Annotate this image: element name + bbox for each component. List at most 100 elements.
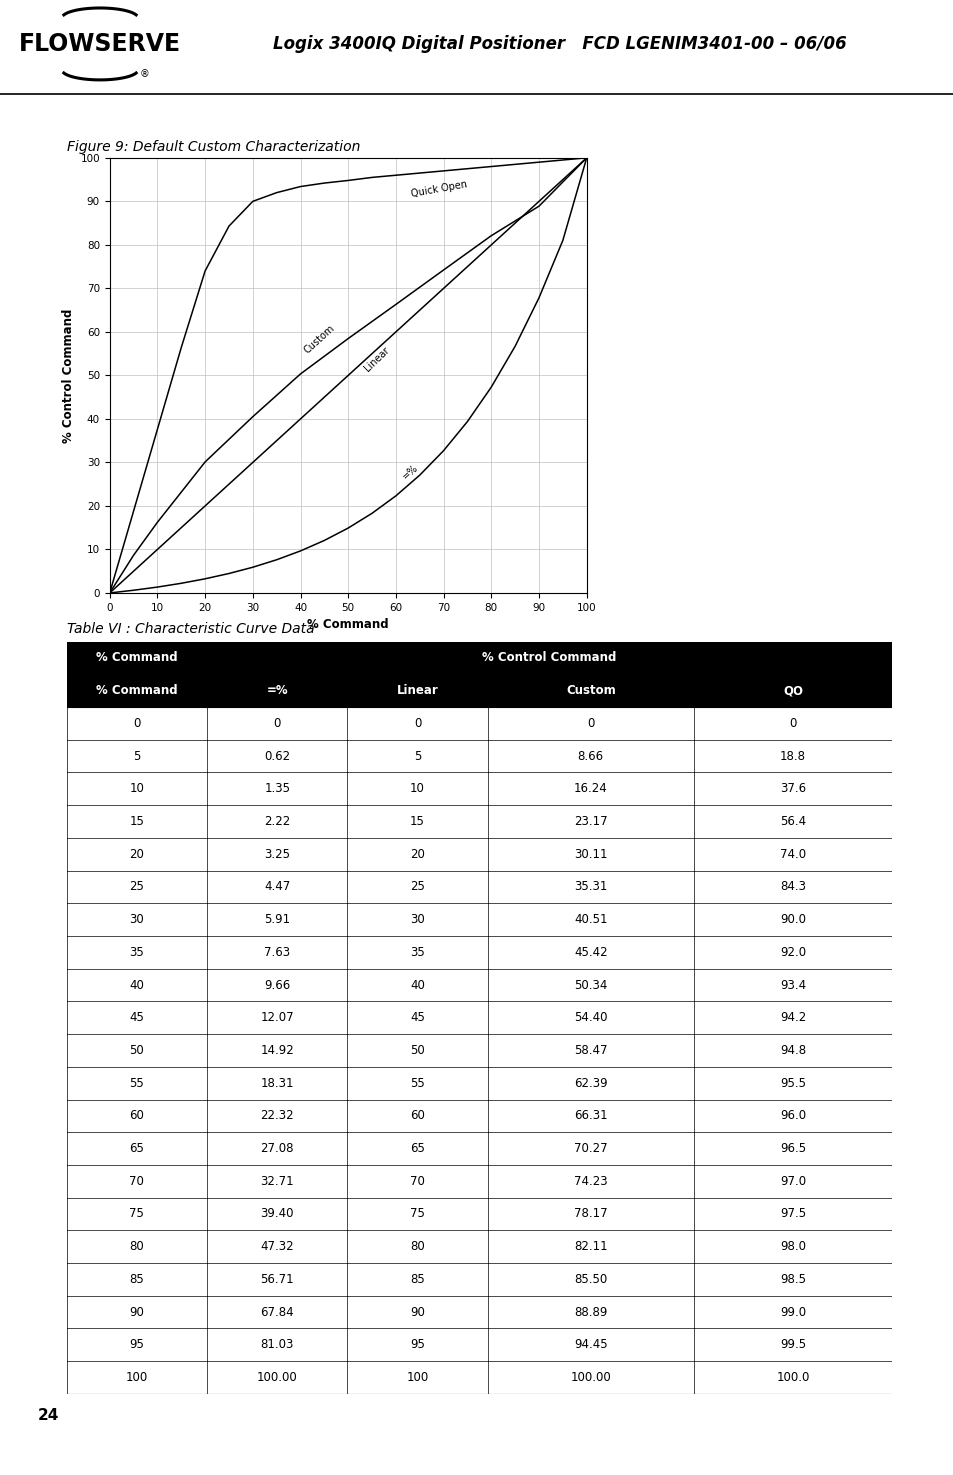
Text: 39.40: 39.40 <box>260 1208 294 1220</box>
Text: 100: 100 <box>406 1372 428 1384</box>
Text: 95: 95 <box>410 1338 424 1351</box>
Text: 98.5: 98.5 <box>780 1273 805 1286</box>
Text: 35: 35 <box>410 945 424 959</box>
Text: 20: 20 <box>130 848 144 861</box>
Text: 65: 65 <box>410 1142 424 1155</box>
Text: 32.71: 32.71 <box>260 1174 294 1187</box>
Text: 70: 70 <box>130 1174 144 1187</box>
Text: 60: 60 <box>410 1109 424 1122</box>
Text: =%: =% <box>400 463 419 482</box>
Text: 12.07: 12.07 <box>260 1012 294 1024</box>
Text: 85: 85 <box>130 1273 144 1286</box>
Text: 24: 24 <box>38 1409 59 1423</box>
Text: 30: 30 <box>130 913 144 926</box>
Text: 35: 35 <box>130 945 144 959</box>
Text: Linear: Linear <box>362 345 391 373</box>
Text: Logix 3400IQ Digital Positioner   FCD LGENIM3401-00 – 06/06: Logix 3400IQ Digital Positioner FCD LGEN… <box>273 35 846 53</box>
Text: 81.03: 81.03 <box>260 1338 294 1351</box>
Text: 55: 55 <box>130 1077 144 1090</box>
Text: 56.4: 56.4 <box>780 816 805 827</box>
Text: 25: 25 <box>130 881 144 894</box>
Text: 100.00: 100.00 <box>256 1372 297 1384</box>
Text: Custom: Custom <box>565 684 615 698</box>
Text: 97.0: 97.0 <box>780 1174 805 1187</box>
Text: Table VI : Characteristic Curve Data: Table VI : Characteristic Curve Data <box>67 622 314 636</box>
Text: 0.62: 0.62 <box>264 749 290 763</box>
Text: 45: 45 <box>130 1012 144 1024</box>
Text: 99.5: 99.5 <box>780 1338 805 1351</box>
Bar <box>67 642 207 674</box>
Text: 100.0: 100.0 <box>776 1372 809 1384</box>
Text: 100: 100 <box>126 1372 148 1384</box>
Text: Quick Open: Quick Open <box>410 180 468 199</box>
Text: 5: 5 <box>133 749 140 763</box>
Text: 7.63: 7.63 <box>264 945 290 959</box>
Text: 94.45: 94.45 <box>574 1338 607 1351</box>
Text: 45.42: 45.42 <box>574 945 607 959</box>
Text: 75: 75 <box>410 1208 424 1220</box>
Text: 88.89: 88.89 <box>574 1305 607 1319</box>
Text: 0: 0 <box>788 717 796 730</box>
Text: 54.40: 54.40 <box>574 1012 607 1024</box>
Text: 0: 0 <box>414 717 420 730</box>
Text: 74.0: 74.0 <box>780 848 805 861</box>
Text: 30.11: 30.11 <box>574 848 607 861</box>
Text: 9.66: 9.66 <box>264 978 290 991</box>
Text: 4.47: 4.47 <box>264 881 290 894</box>
Text: 58.47: 58.47 <box>574 1044 607 1058</box>
X-axis label: % Command: % Command <box>307 618 389 631</box>
Bar <box>693 674 891 707</box>
Text: 98.0: 98.0 <box>780 1240 805 1254</box>
Text: 82.11: 82.11 <box>574 1240 607 1254</box>
Text: 65: 65 <box>130 1142 144 1155</box>
Text: 25: 25 <box>410 881 424 894</box>
Text: 94.2: 94.2 <box>779 1012 805 1024</box>
Text: 18.8: 18.8 <box>780 749 805 763</box>
Text: 14.92: 14.92 <box>260 1044 294 1058</box>
Bar <box>67 674 207 707</box>
Text: 90: 90 <box>410 1305 424 1319</box>
Text: 100.00: 100.00 <box>570 1372 611 1384</box>
Text: 55: 55 <box>410 1077 424 1090</box>
Text: 67.84: 67.84 <box>260 1305 294 1319</box>
Text: % Command: % Command <box>96 684 177 698</box>
Text: QO: QO <box>782 684 802 698</box>
Text: 45: 45 <box>410 1012 424 1024</box>
Text: 94.8: 94.8 <box>780 1044 805 1058</box>
Text: 60: 60 <box>130 1109 144 1122</box>
Text: 0: 0 <box>586 717 594 730</box>
Text: 3.25: 3.25 <box>264 848 290 861</box>
Text: 66.31: 66.31 <box>574 1109 607 1122</box>
Text: 18.31: 18.31 <box>260 1077 294 1090</box>
Text: 92.0: 92.0 <box>780 945 805 959</box>
Text: 99.0: 99.0 <box>780 1305 805 1319</box>
Text: 50: 50 <box>410 1044 424 1058</box>
Text: 16.24: 16.24 <box>574 782 607 795</box>
Text: 96.0: 96.0 <box>780 1109 805 1122</box>
Text: 40: 40 <box>130 978 144 991</box>
Bar <box>207 674 347 707</box>
Text: Figure 9: Default Custom Characterization: Figure 9: Default Custom Characterizatio… <box>67 140 360 153</box>
Text: 80: 80 <box>410 1240 424 1254</box>
Text: 62.39: 62.39 <box>574 1077 607 1090</box>
Text: 50.34: 50.34 <box>574 978 607 991</box>
Text: 93.4: 93.4 <box>780 978 805 991</box>
Text: 40.51: 40.51 <box>574 913 607 926</box>
Text: 50: 50 <box>130 1044 144 1058</box>
Text: 2.22: 2.22 <box>264 816 290 827</box>
Text: FLOWSERVE: FLOWSERVE <box>19 32 181 56</box>
Text: 40: 40 <box>410 978 424 991</box>
Text: Custom: Custom <box>302 323 336 355</box>
Text: 85.50: 85.50 <box>574 1273 607 1286</box>
Text: 95.5: 95.5 <box>780 1077 805 1090</box>
Text: 15: 15 <box>410 816 424 827</box>
Text: Linear: Linear <box>396 684 438 698</box>
Text: % Control Command: % Control Command <box>482 652 616 664</box>
Text: 0: 0 <box>133 717 140 730</box>
Text: 10: 10 <box>410 782 424 795</box>
Text: 0: 0 <box>274 717 280 730</box>
Text: 22.32: 22.32 <box>260 1109 294 1122</box>
Text: 5: 5 <box>414 749 420 763</box>
Y-axis label: % Control Command: % Control Command <box>62 308 74 442</box>
Text: 90.0: 90.0 <box>780 913 805 926</box>
